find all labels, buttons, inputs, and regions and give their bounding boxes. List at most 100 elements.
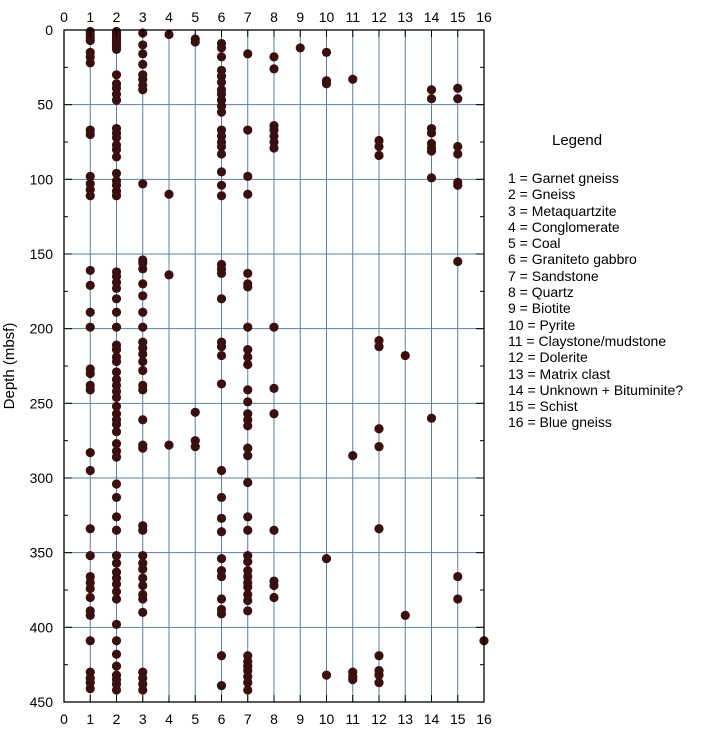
data-point [243,677,253,688]
data-point [243,606,253,616]
data-points [85,26,489,695]
data-point [111,401,122,411]
x-tick-label-top: 16 [476,9,492,25]
legend-entry: 5 = Coal [508,235,561,252]
x-tick-label-bottom: 15 [450,711,466,727]
y-tick-label: 300 [30,470,54,486]
data-point [243,557,253,567]
data-point [216,594,227,604]
data-point [111,144,122,155]
data-point [138,443,148,453]
data-point [138,49,148,59]
data-point [348,675,358,685]
data-point [111,392,122,402]
data-point [216,141,227,152]
data-point [453,594,463,604]
x-tick-label-top: 12 [371,9,387,25]
x-tick-label-top: 3 [139,9,147,25]
data-point [216,43,227,53]
data-point [216,609,227,619]
legend-entry: 15 = Schist [508,398,578,415]
data-point [111,283,122,293]
legend-entry: 7 = Sandstone [508,267,599,284]
y-tick-label: 0 [45,22,53,38]
data-point [243,282,253,292]
x-tick-label-bottom: 10 [319,711,335,727]
axes: 0011223344556677889910101111121213131414… [30,9,492,727]
data-point [85,583,95,594]
data-point [111,512,122,522]
x-tick-label-top: 8 [270,9,278,25]
data-point [295,43,305,53]
data-point [85,385,95,395]
data-point [243,595,253,606]
data-point [426,173,437,183]
data-point [111,152,122,162]
data-point [111,551,122,561]
y-tick-label: 350 [30,545,54,561]
legend-entry: 12 = Dolerite [508,349,588,366]
legend-title: Legend [552,132,603,149]
data-point [348,74,358,84]
data-point [453,256,463,267]
data-point [426,85,437,95]
data-point [138,551,148,561]
data-point [374,442,384,452]
data-point [426,146,437,156]
legend-entry: 6 = Graniteto gabbro [508,251,637,268]
data-point [111,619,122,629]
x-tick-label-top: 2 [113,9,121,25]
data-point [269,525,279,535]
data-point [243,344,253,355]
data-point [243,49,253,59]
data-point [216,379,227,389]
data-point [243,268,253,279]
x-tick-label-bottom: 3 [139,711,147,727]
data-point [374,424,384,434]
data-point [216,107,227,117]
data-point [216,191,227,201]
x-tick-label-top: 11 [345,9,360,25]
data-point [138,322,148,332]
data-point [111,579,122,589]
data-point [216,52,227,62]
data-point [111,168,122,178]
x-tick-label-top: 9 [296,9,304,25]
data-point [453,180,463,190]
x-tick-label-top: 15 [450,9,466,25]
x-tick-label-top: 7 [244,9,252,25]
data-point [111,367,122,377]
data-point [243,582,253,592]
legend-entry: 13 = Matrix clast [508,365,611,382]
data-point [453,149,463,159]
legend-entry: 9 = Biotite [508,300,571,317]
data-point [348,451,358,461]
data-point [269,143,279,153]
data-point [111,70,122,80]
data-point [85,465,95,476]
data-point [111,479,122,489]
legend-list: 1 = Garnet gneiss 2 = Gneiss 3 = Metaquart… [508,170,683,431]
data-point [243,512,253,522]
data-point [243,125,253,135]
data-point [426,413,437,423]
data-point [374,651,384,661]
legend-entry: 4 = Conglomerate [508,218,620,235]
data-point [138,564,148,574]
data-point [164,440,174,450]
data-point [138,291,148,301]
data-point [374,524,384,534]
data-point [243,451,253,461]
data-point [243,359,253,370]
data-point [111,492,122,503]
data-point [85,171,95,181]
x-tick-label-top: 1 [86,9,94,25]
data-point [321,670,332,680]
y-tick-label: 150 [30,246,54,262]
data-point [269,580,279,591]
data-point [85,280,95,290]
legend-entry: 2 = Gneiss [508,186,576,203]
x-tick-label-bottom: 7 [244,711,252,727]
data-point [269,322,279,332]
data-point [111,294,122,304]
